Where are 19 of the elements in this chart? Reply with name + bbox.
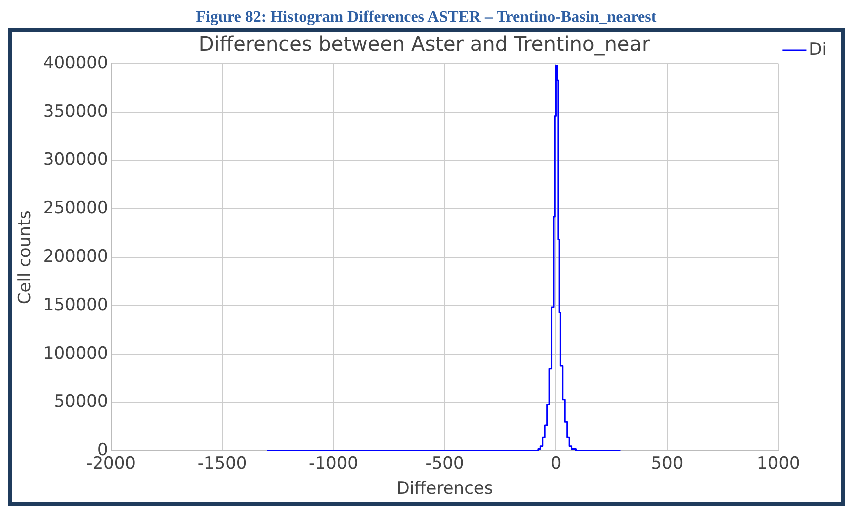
x-axis-title: Differences xyxy=(396,479,494,500)
x-tick-label: 500 xyxy=(651,454,684,474)
y-tick-label: 200000 xyxy=(43,247,108,268)
chart-title: Differences between Aster and Trentino_near xyxy=(198,32,651,56)
legend-label: Di xyxy=(809,40,828,60)
y-tick-label: 250000 xyxy=(43,198,108,219)
x-tick-label: 0 xyxy=(550,454,562,474)
y-tick-label: 300000 xyxy=(43,150,108,170)
x-tick-label: -1000 xyxy=(309,454,358,474)
caption: Figure 82: Histogram Differences ASTER – Trentino-Basin_nearest xyxy=(195,8,658,28)
y-tick-label: 100000 xyxy=(43,344,108,364)
x-tick-label: 1000 xyxy=(757,454,800,474)
y-tick-label: 400000 xyxy=(43,53,108,74)
x-tick-label: -500 xyxy=(426,454,464,474)
y-tick-label: 350000 xyxy=(43,102,108,122)
y-axis-title: Cell counts xyxy=(16,210,36,305)
y-tick-label: 50000 xyxy=(54,392,108,412)
x-tick-label: -1500 xyxy=(198,454,248,474)
y-tick-label: 150000 xyxy=(43,295,108,316)
